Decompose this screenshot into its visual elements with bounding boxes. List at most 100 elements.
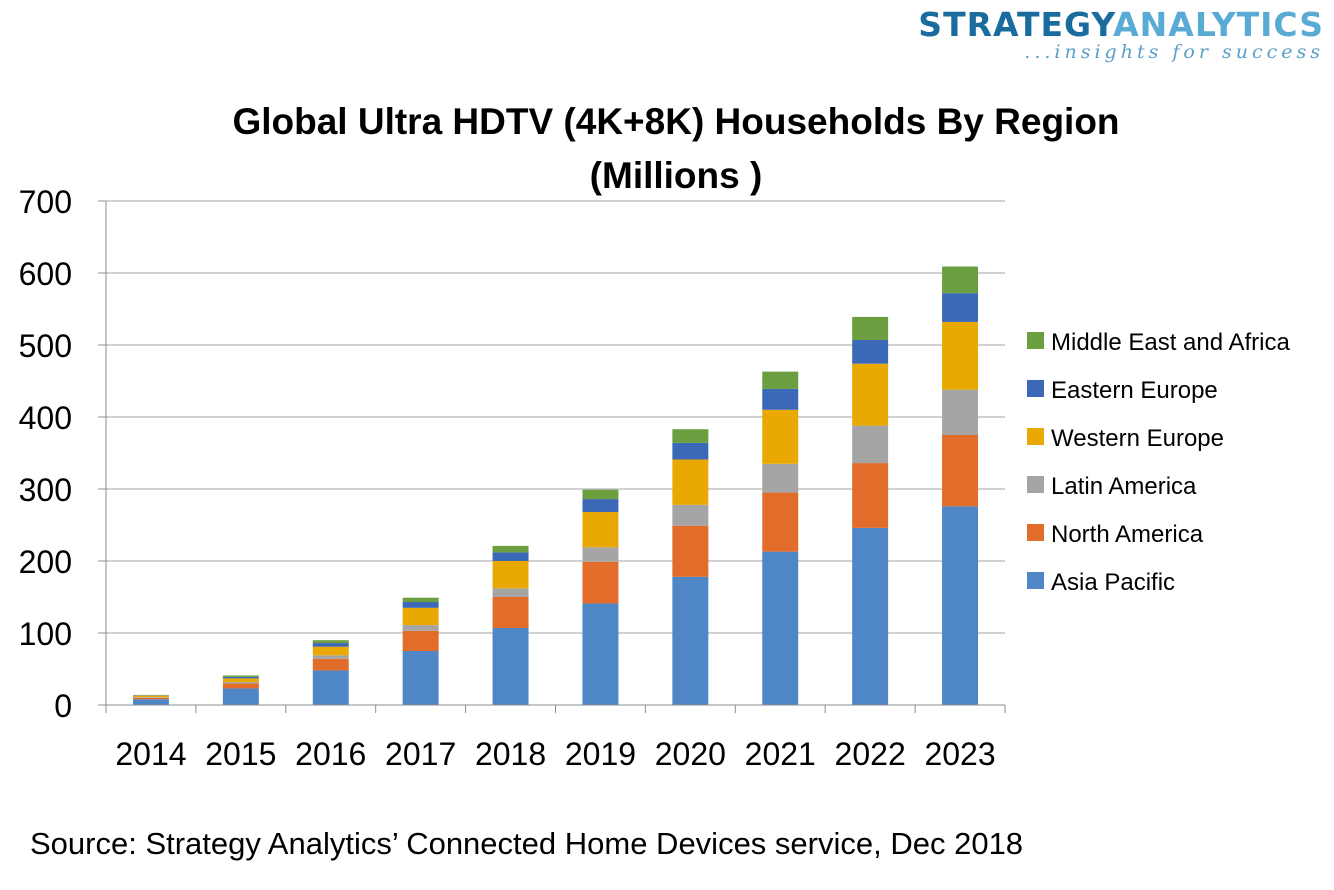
logo-text-analytics: ANALYTICS bbox=[1113, 5, 1324, 44]
x-tick-label-2020: 2020 bbox=[655, 736, 726, 772]
legend-swatch-asia-pacific bbox=[1027, 572, 1044, 589]
bar-2019-asia-pacific bbox=[582, 603, 619, 705]
bar-2017-eastern-europe bbox=[402, 602, 439, 608]
bar-2018-north-america bbox=[492, 597, 529, 628]
bar-2018-middle-east-and-africa bbox=[492, 545, 529, 553]
bar-2019-middle-east-and-africa bbox=[582, 489, 619, 500]
logo-wordmark: STRATEGYANALYTICS bbox=[918, 6, 1324, 44]
bar-2015-middle-east-and-africa bbox=[222, 675, 259, 677]
legend-label-middle-east-and-africa: Middle East and Africa bbox=[1051, 329, 1290, 356]
bar-2020-latin-america bbox=[672, 504, 709, 526]
bar-2016-latin-america bbox=[312, 655, 349, 659]
bar-2017-north-america bbox=[402, 630, 439, 651]
bar-2015-asia-pacific bbox=[222, 688, 259, 705]
legend-swatch-middle-east-and-africa bbox=[1027, 332, 1044, 349]
x-tick-label-2022: 2022 bbox=[835, 736, 906, 772]
x-tick-label-2019: 2019 bbox=[565, 736, 636, 772]
bar-2017-middle-east-and-africa bbox=[402, 597, 439, 603]
bar-2014-latin-america bbox=[132, 697, 169, 698]
chart-title: Global Ultra HDTV (4K+8K) Households By … bbox=[232, 101, 1119, 142]
y-tick-label-300: 300 bbox=[19, 472, 72, 508]
x-tick-label-2014: 2014 bbox=[115, 736, 186, 772]
bar-stacks bbox=[132, 266, 979, 705]
bar-2021-western-europe bbox=[762, 409, 799, 464]
legend-label-asia-pacific: Asia Pacific bbox=[1051, 569, 1175, 596]
legend-swatch-eastern-europe bbox=[1027, 380, 1044, 397]
bar-2017-asia-pacific bbox=[402, 651, 439, 705]
bar-2022-eastern-europe bbox=[852, 339, 889, 364]
source-note: Source: Strategy Analytics’ Connected Ho… bbox=[30, 826, 1024, 861]
bar-2015-latin-america bbox=[222, 681, 259, 684]
bar-2014-north-america bbox=[132, 697, 169, 700]
bar-2014-western-europe bbox=[132, 695, 169, 698]
bar-2016-western-europe bbox=[312, 646, 349, 656]
chart-subtitle: (Millions ) bbox=[590, 155, 763, 196]
bar-2015-north-america bbox=[222, 683, 259, 689]
bar-2015-western-europe bbox=[222, 678, 259, 682]
axes bbox=[98, 200, 1006, 713]
bar-2019-latin-america bbox=[582, 547, 619, 562]
bar-2022-middle-east-and-africa bbox=[852, 316, 889, 340]
bar-2023-asia-pacific bbox=[942, 506, 979, 705]
legend-swatch-western-europe bbox=[1027, 428, 1044, 445]
legend-label-eastern-europe: Eastern Europe bbox=[1051, 377, 1218, 404]
bar-2021-middle-east-and-africa bbox=[762, 371, 799, 389]
x-tick-label-2015: 2015 bbox=[205, 736, 276, 772]
legend-label-north-america: North America bbox=[1051, 521, 1204, 548]
bar-2022-asia-pacific bbox=[852, 527, 889, 705]
y-axis-tick-labels: 0 100 200 300 400 500 600 700 bbox=[19, 184, 72, 724]
y-tick-label-0: 0 bbox=[54, 688, 72, 724]
y-tick-label-700: 700 bbox=[19, 184, 72, 220]
x-tick-label-2021: 2021 bbox=[745, 736, 816, 772]
bar-2021-eastern-europe bbox=[762, 388, 799, 410]
bar-2015-eastern-europe bbox=[222, 676, 259, 679]
company-logo: STRATEGYANALYTICS ...insights for succes… bbox=[918, 6, 1324, 63]
legend-swatch-latin-america bbox=[1027, 476, 1044, 493]
bar-2020-western-europe bbox=[672, 459, 709, 505]
bar-2020-asia-pacific bbox=[672, 576, 709, 705]
bar-2021-asia-pacific bbox=[762, 551, 799, 705]
stacked-bar-chart: Global Ultra HDTV (4K+8K) Households By … bbox=[19, 101, 1291, 772]
bar-2023-latin-america bbox=[942, 389, 979, 435]
legend-label-latin-america: Latin America bbox=[1051, 473, 1197, 500]
bar-2023-middle-east-and-africa bbox=[942, 266, 979, 294]
bar-2016-north-america bbox=[312, 658, 349, 671]
bar-2016-eastern-europe bbox=[312, 643, 349, 647]
y-tick-label-500: 500 bbox=[19, 328, 72, 364]
bar-2018-asia-pacific bbox=[492, 627, 529, 705]
bar-2016-middle-east-and-africa bbox=[312, 640, 349, 644]
bar-2022-latin-america bbox=[852, 425, 889, 464]
y-tick-label-600: 600 bbox=[19, 256, 72, 292]
bar-2017-western-europe bbox=[402, 607, 439, 626]
bar-2022-north-america bbox=[852, 463, 889, 528]
bar-2020-eastern-europe bbox=[672, 442, 709, 460]
legend-label-western-europe: Western Europe bbox=[1051, 425, 1224, 452]
bar-2017-latin-america bbox=[402, 625, 439, 631]
bar-2014-asia-pacific bbox=[132, 699, 169, 705]
y-tick-label-200: 200 bbox=[19, 544, 72, 580]
bar-2020-middle-east-and-africa bbox=[672, 429, 709, 443]
bar-2016-asia-pacific bbox=[312, 670, 349, 705]
bar-2018-western-europe bbox=[492, 561, 529, 589]
x-tick-label-2016: 2016 bbox=[295, 736, 366, 772]
logo-tagline: ...insights for success bbox=[1024, 41, 1324, 63]
bar-2023-eastern-europe bbox=[942, 293, 979, 322]
logo-text-strategy: STRATEGY bbox=[918, 5, 1114, 44]
bar-2021-north-america bbox=[762, 492, 799, 552]
y-tick-label-400: 400 bbox=[19, 400, 72, 436]
bar-2019-north-america bbox=[582, 561, 619, 604]
bar-2018-eastern-europe bbox=[492, 552, 529, 561]
bar-2020-north-america bbox=[672, 525, 709, 577]
legend-swatch-north-america bbox=[1027, 524, 1044, 541]
bar-2023-western-europe bbox=[942, 321, 979, 390]
x-tick-label-2023: 2023 bbox=[924, 736, 995, 772]
bar-2018-latin-america bbox=[492, 588, 529, 597]
bar-2019-western-europe bbox=[582, 512, 619, 548]
y-tick-label-100: 100 bbox=[19, 616, 72, 652]
x-axis-tick-labels: 2014 2015 2016 2017 2018 2019 2020 2021 2022 2023 bbox=[115, 736, 995, 772]
bar-2019-eastern-europe bbox=[582, 499, 619, 513]
bar-2021-latin-america bbox=[762, 463, 799, 493]
bar-2023-north-america bbox=[942, 435, 979, 507]
x-tick-label-2017: 2017 bbox=[385, 736, 456, 772]
x-tick-label-2018: 2018 bbox=[475, 736, 546, 772]
